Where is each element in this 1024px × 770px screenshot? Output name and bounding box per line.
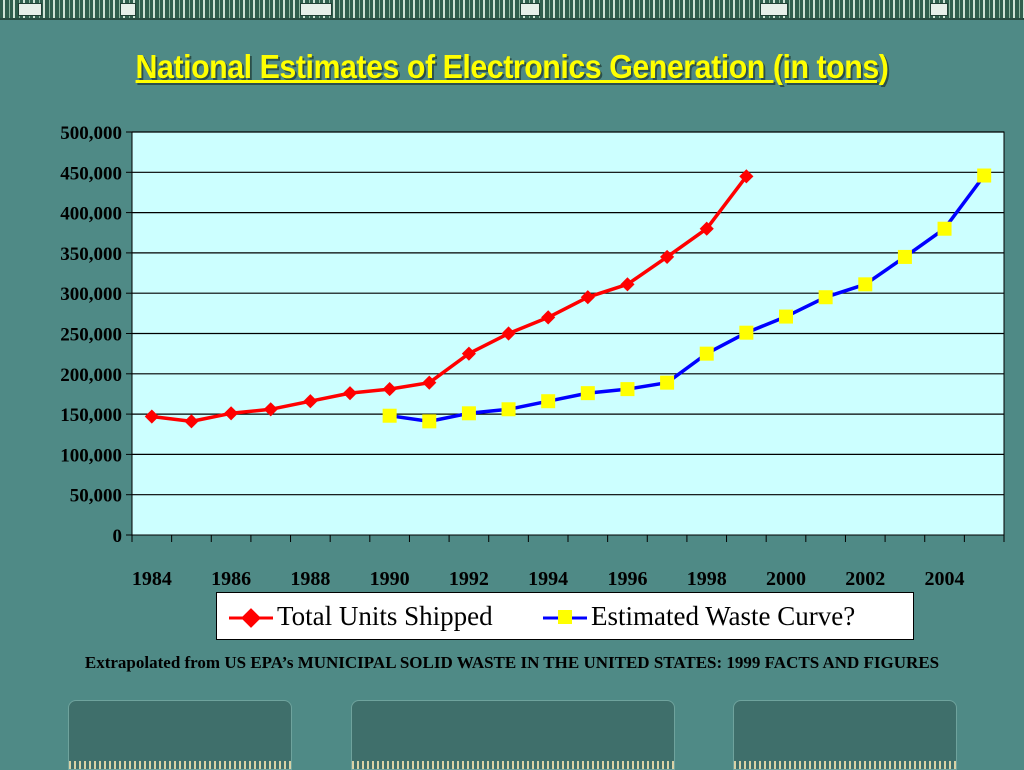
x-tick-label: 2000 xyxy=(766,568,806,590)
data-point xyxy=(224,406,239,421)
x-axis-tick-labels: 1984 1986 1988 1990 1992 1994 1996 1998 2000 2002… xyxy=(132,568,965,590)
data-point xyxy=(818,290,833,305)
legend-swatch-total-units-marker xyxy=(241,608,261,628)
y-tick-label: 150,000 xyxy=(60,405,122,426)
series-line-0 xyxy=(151,175,748,424)
x-tick-label: 1998 xyxy=(687,568,727,590)
data-point xyxy=(620,382,635,397)
x-tick-label: 2002 xyxy=(845,568,885,590)
line-chart: 0 50,000 100,000 150,000 200,000 250,000 300,0… xyxy=(60,123,1005,590)
series-markers xyxy=(144,168,992,429)
data-point xyxy=(382,408,397,423)
data-point xyxy=(739,325,754,340)
x-tick-label: 1994 xyxy=(528,568,568,590)
decorative-panel-center xyxy=(351,700,675,770)
data-point xyxy=(184,414,199,429)
chart-legend: Total Units Shipped Estimated Waste Curv… xyxy=(216,592,914,640)
data-point xyxy=(897,249,912,264)
slide-title: National Estimates of Electronics Genera… xyxy=(135,48,889,85)
data-point xyxy=(660,249,675,265)
legend-swatch-waste-curve-marker xyxy=(558,610,572,624)
source-note: Extrapolated from US EPA’s MUNICIPAL SOL… xyxy=(84,653,940,672)
data-point xyxy=(580,386,595,401)
legend-label-waste-curve: Estimated Waste Curve? xyxy=(591,601,856,631)
y-tick-label: 400,000 xyxy=(60,204,122,225)
y-tick-label: 300,000 xyxy=(60,284,122,305)
data-point xyxy=(303,394,318,409)
x-tick-label: 1984 xyxy=(132,568,172,590)
data-point xyxy=(699,221,714,236)
x-tick-label: 1986 xyxy=(211,568,251,590)
gridlines xyxy=(132,131,1004,496)
data-point xyxy=(977,168,992,183)
data-point xyxy=(660,375,675,390)
data-point xyxy=(382,382,397,397)
data-point xyxy=(422,414,437,429)
data-point xyxy=(858,277,873,292)
x-tick-label: 2004 xyxy=(925,568,965,590)
data-point xyxy=(263,402,278,417)
x-tick-label: 1996 xyxy=(607,568,647,590)
data-point xyxy=(422,375,437,390)
x-tick-label: 1992 xyxy=(449,568,489,590)
axes xyxy=(126,131,1005,542)
x-tick-label: 1988 xyxy=(290,568,330,590)
data-point xyxy=(699,346,714,361)
y-tick-label: 250,000 xyxy=(60,325,122,346)
data-point xyxy=(461,346,476,361)
y-tick-label: 500,000 xyxy=(60,123,122,144)
data-point xyxy=(937,221,952,236)
y-tick-label: 200,000 xyxy=(60,365,122,386)
series-lines xyxy=(151,174,986,424)
x-tick-label: 1990 xyxy=(370,568,410,590)
data-point xyxy=(779,309,793,324)
data-point xyxy=(461,406,476,421)
y-tick-label: 100,000 xyxy=(60,445,122,466)
legend-label-total-units: Total Units Shipped xyxy=(277,601,493,631)
data-point xyxy=(144,409,159,424)
y-axis-tick-labels: 0 50,000 100,000 150,000 200,000 250,000 300,0… xyxy=(60,123,122,547)
series-line-1 xyxy=(389,174,986,424)
y-tick-label: 450,000 xyxy=(60,163,122,184)
data-point xyxy=(620,277,635,292)
circuit-board-decoration xyxy=(0,0,1024,20)
y-tick-label: 50,000 xyxy=(70,486,122,507)
data-point xyxy=(541,394,556,409)
data-point xyxy=(580,290,595,305)
decorative-panel-right xyxy=(733,700,957,770)
y-tick-label: 0 xyxy=(113,526,123,547)
data-point xyxy=(541,310,556,325)
data-point xyxy=(739,169,754,184)
data-point xyxy=(342,386,358,401)
data-point xyxy=(501,402,516,417)
decorative-panel-left xyxy=(68,700,292,770)
y-tick-label: 350,000 xyxy=(60,244,122,265)
